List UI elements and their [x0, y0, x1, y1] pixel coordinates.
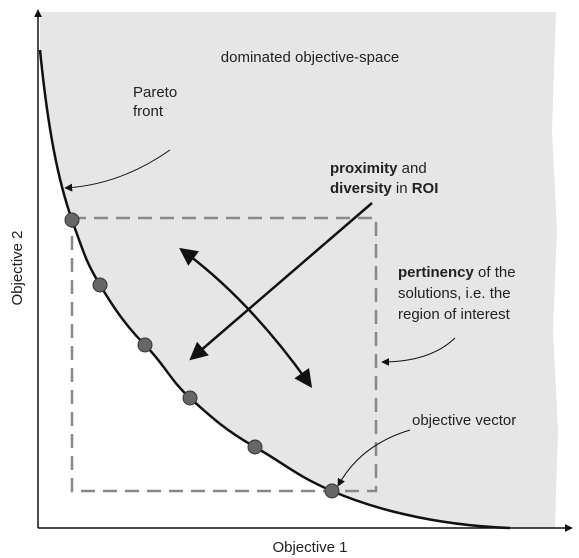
proximity-arrow [189, 202, 373, 361]
pertinency-label: solutions, i.e. the [398, 285, 511, 302]
pertinency-label: region of interest [398, 306, 511, 323]
roi-word: proximity [330, 160, 398, 177]
pertinency-word: pertinency [398, 264, 475, 281]
pertinency-word: of the [474, 264, 516, 281]
vector-pointer [337, 429, 411, 487]
pareto-pointer [64, 149, 171, 192]
x-axis-label: Objective 1 [272, 539, 347, 556]
roi-pointer [381, 337, 456, 366]
pareto-label: Pareto front [133, 84, 181, 120]
roi-label: diversity in ROI [330, 180, 438, 197]
roi-word: ROI [412, 180, 439, 197]
pareto-line: Pareto [133, 84, 177, 101]
pertinency-label: pertinency of the [398, 264, 516, 281]
solutions [64, 212, 340, 499]
title: dominated objective-space [221, 49, 399, 66]
roi-label: proximity and [330, 160, 427, 177]
roi-word: and [398, 160, 427, 177]
pareto-line: front [133, 103, 164, 120]
y-axis-label: Objective 2 [9, 230, 26, 305]
roi-word: diversity [330, 180, 392, 197]
vector-label: objective vector [412, 412, 516, 429]
roi-box [70, 216, 378, 493]
roi-word: in [392, 180, 412, 197]
